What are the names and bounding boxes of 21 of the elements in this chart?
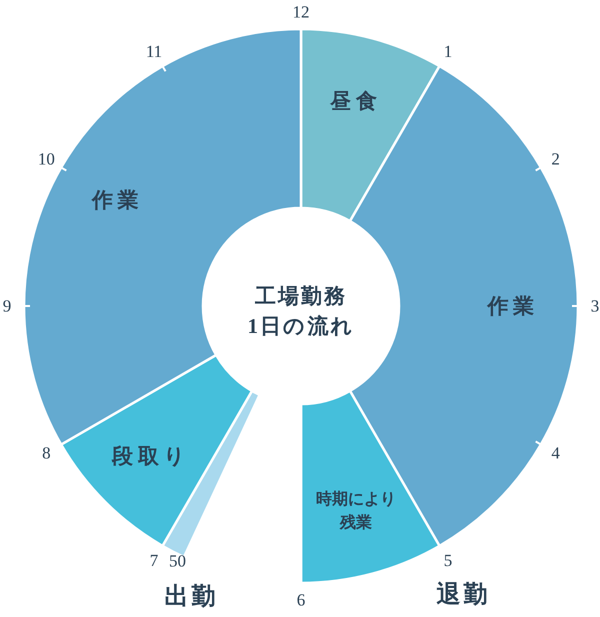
- slice-label: 作業: [90, 188, 144, 212]
- slice-label: 50: [168, 551, 186, 570]
- text: 出勤: [164, 584, 218, 610]
- text: 8: [42, 444, 51, 462]
- text: 10: [38, 150, 55, 168]
- slice-label: 作業: [486, 294, 539, 318]
- text: 11: [146, 42, 162, 61]
- slice-label: 段取り: [111, 444, 190, 468]
- text: 9: [2, 296, 12, 316]
- text: 2: [551, 150, 560, 168]
- text: 1: [444, 42, 452, 61]
- slice-label: 昼食: [329, 89, 382, 114]
- text: 3: [590, 296, 600, 316]
- text: 12: [292, 2, 310, 22]
- slice-label: 時期により残業: [316, 490, 396, 531]
- text: 5: [444, 551, 452, 570]
- text: 工場勤務1日の流れ: [248, 284, 354, 338]
- text: 4: [551, 444, 560, 462]
- text: 7: [150, 551, 159, 570]
- text: 退勤: [436, 582, 490, 608]
- text: 6: [296, 590, 306, 610]
